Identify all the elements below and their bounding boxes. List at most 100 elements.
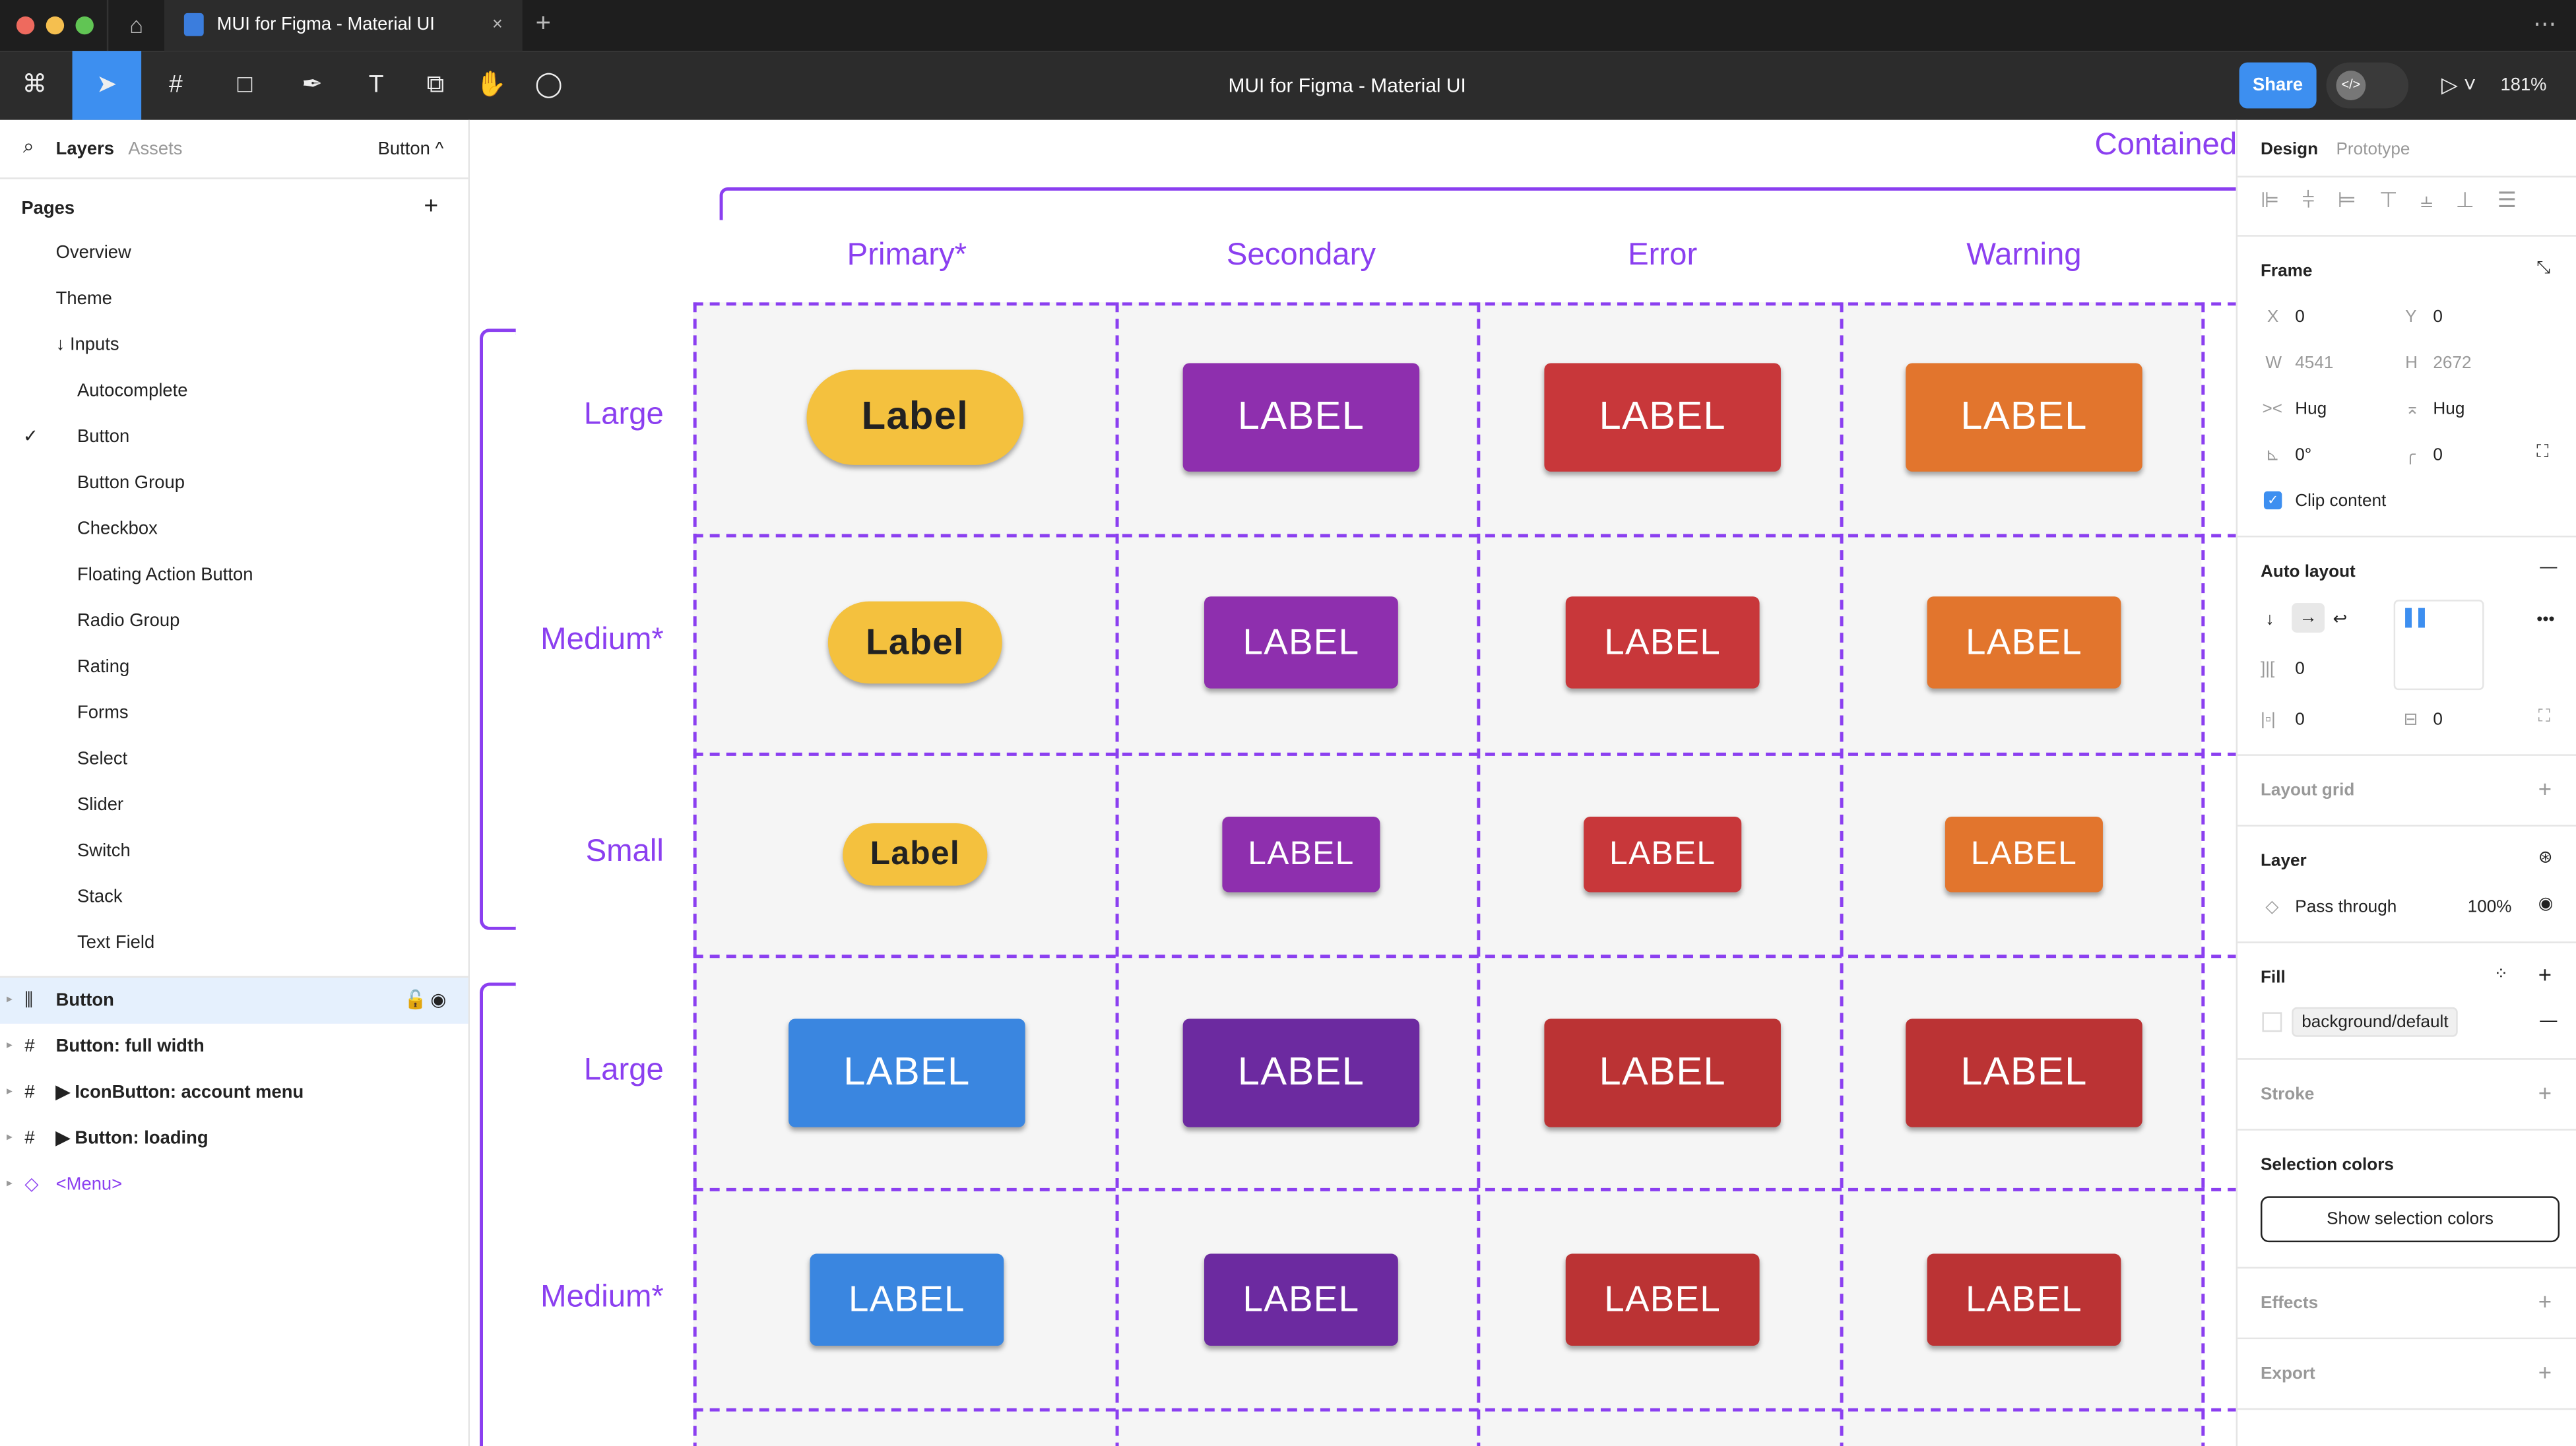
expand-arrow-icon[interactable]: ▸ [6,1040,13,1052]
page-item-floating-action-button[interactable]: Floating Action Button [0,552,468,598]
opacity-input[interactable]: 100% [2467,897,2512,917]
horizontal-padding-input[interactable]: 0 [2295,710,2305,730]
button-primary-large[interactable]: LABEL [789,1019,1025,1127]
expand-arrow-icon[interactable]: ▸ [6,1086,13,1098]
new-tab-button[interactable]: + [535,9,551,38]
page-item-text-field[interactable]: Text Field [0,920,468,966]
gap-input[interactable]: 0 [2295,658,2305,679]
button-warning-large[interactable]: LABEL [1906,1019,2142,1127]
frame-section-title[interactable]: Frame [2260,261,2313,281]
file-title[interactable]: MUI for Figma - Material UI [1228,74,1466,97]
button-error-medium[interactable]: LABEL [1565,1253,1760,1346]
width-input[interactable]: 4541 [2295,353,2334,373]
alignment-grid[interactable] [2393,600,2484,691]
button-error-medium[interactable]: LABEL [1565,596,1760,689]
y-input[interactable]: 0 [2433,307,2443,327]
page-item-button-group[interactable]: Button Group [0,460,468,506]
expand-arrow-icon[interactable]: ▸ [6,1132,13,1144]
add-effect-icon[interactable]: + [2538,1288,2552,1315]
hand-tool-icon[interactable]: ✋ [476,71,507,99]
page-item-forms[interactable]: Forms [0,690,468,736]
tab-assets[interactable]: Assets [128,139,183,160]
page-item-switch[interactable]: Switch [0,828,468,874]
layer-item[interactable]: ▸ # Button: full width [0,1024,468,1070]
clip-content-checkbox[interactable]: ✓ [2263,491,2282,510]
height-hug-select[interactable]: Hug [2433,399,2465,420]
page-item--inputs[interactable]: ↓ Inputs [0,322,468,368]
expand-arrow-icon[interactable]: ▸ [6,993,13,1006]
close-tab-icon[interactable]: × [492,15,503,35]
layer-item[interactable]: ▸ ⫼ Button 🔓 ◉ [0,978,468,1024]
style-icon[interactable]: ⁘ [2494,964,2509,985]
horizontal-direction-icon[interactable]: → [2292,603,2325,633]
resize-to-fit-icon[interactable]: ⤡ [2536,258,2551,278]
eye-icon[interactable]: ◉ [2538,894,2554,914]
button-secondary-medium[interactable]: LABEL [1204,1253,1398,1346]
button-warning-small[interactable]: LABEL [1945,816,2103,893]
fill-style-chip[interactable]: background/default [2292,1007,2459,1037]
minimize-window-button[interactable] [46,16,65,35]
resources-icon[interactable]: ⧉ [426,71,445,99]
main-menu-icon[interactable]: ⌘ [22,71,47,99]
layer-mode-icon[interactable]: ⊛ [2538,848,2553,868]
page-item-overview[interactable]: Overview [0,230,468,276]
button-primary-medium[interactable]: Label [827,601,1002,684]
button-secondary-large[interactable]: LABEL [1182,363,1420,472]
rotation-input[interactable]: 0° [2295,445,2312,465]
fill-swatch[interactable] [2262,1012,2282,1032]
remove-fill-icon[interactable]: — [2540,1010,2558,1030]
layer-item[interactable]: ▸ # ▶ IconButton: account menu [0,1070,468,1116]
page-item-select[interactable]: Select [0,736,468,782]
close-window-button[interactable] [16,16,35,35]
layer-item[interactable]: ▸ ◇ <Menu> [0,1162,468,1208]
text-tool-icon[interactable]: T [368,71,384,99]
wrap-icon[interactable]: ↩ [2333,610,2348,630]
vertical-direction-icon[interactable]: ↓ [2265,610,2274,630]
add-stroke-icon[interactable]: + [2538,1079,2552,1106]
frame-title[interactable]: Contained [2094,128,2236,163]
search-icon[interactable]: ⌕ [22,135,34,158]
blend-mode-select[interactable]: Pass through [2295,897,2397,917]
canvas[interactable]: Contained Primary* Secondary Error Warning L… [470,119,2236,1446]
maximize-window-button[interactable] [75,16,94,35]
tab-layers[interactable]: Layers [55,139,115,160]
frame-tool-icon[interactable]: # [169,71,183,99]
comment-tool-icon[interactable]: ◯ [534,71,563,99]
zoom-level[interactable]: 181% [2500,75,2547,96]
page-item-theme[interactable]: Theme [0,276,468,322]
file-tab[interactable]: MUI for Figma - Material UI × [164,0,523,51]
page-item-button[interactable]: ✓ Button [0,414,468,460]
dev-mode-toggle[interactable]: </> [2326,62,2409,109]
tab-design[interactable]: Design [2260,139,2319,160]
expand-arrow-icon[interactable]: ▸ [6,1178,13,1190]
add-export-icon[interactable]: + [2538,1358,2552,1385]
button-secondary-large[interactable]: LABEL [1182,1019,1420,1127]
button-secondary-medium[interactable]: LABEL [1204,596,1398,689]
button-warning-medium[interactable]: LABEL [1927,596,2121,689]
lock-icon[interactable]: 🔓 [404,991,427,1011]
button-secondary-small[interactable]: LABEL [1222,816,1380,893]
page-item-checkbox[interactable]: Checkbox [0,506,468,552]
more-options-icon[interactable]: ••• [2536,610,2555,630]
button-primary-large[interactable]: Label [806,369,1024,465]
button-error-large[interactable]: LABEL [1544,1019,1781,1127]
show-selection-colors-button[interactable]: Show selection colors [2260,1196,2560,1243]
button-error-small[interactable]: LABEL [1584,816,1742,893]
individual-padding-icon[interactable]: ⛶ [2538,707,2551,726]
vertical-padding-input[interactable]: 0 [2433,710,2443,730]
remove-auto-layout-icon[interactable]: — [2540,557,2558,577]
rectangle-tool-icon[interactable]: □ [237,71,253,99]
page-selector[interactable]: Button ^ [377,139,444,160]
add-page-button[interactable]: + [424,192,439,220]
pen-tool-icon[interactable]: ✒ [302,71,323,99]
home-icon[interactable]: ⌂ [106,0,164,51]
radius-input[interactable]: 0 [2433,445,2443,465]
present-icon[interactable]: ▷ ˅ [2441,72,2476,97]
button-warning-medium[interactable]: LABEL [1927,1253,2121,1346]
button-warning-large[interactable]: LABEL [1906,363,2142,472]
button-error-large[interactable]: LABEL [1544,363,1781,472]
independent-corners-icon[interactable]: ⛶ [2536,442,2549,462]
page-item-stack[interactable]: Stack [0,874,468,920]
page-item-rating[interactable]: Rating [0,644,468,690]
page-item-radio-group[interactable]: Radio Group [0,598,468,644]
